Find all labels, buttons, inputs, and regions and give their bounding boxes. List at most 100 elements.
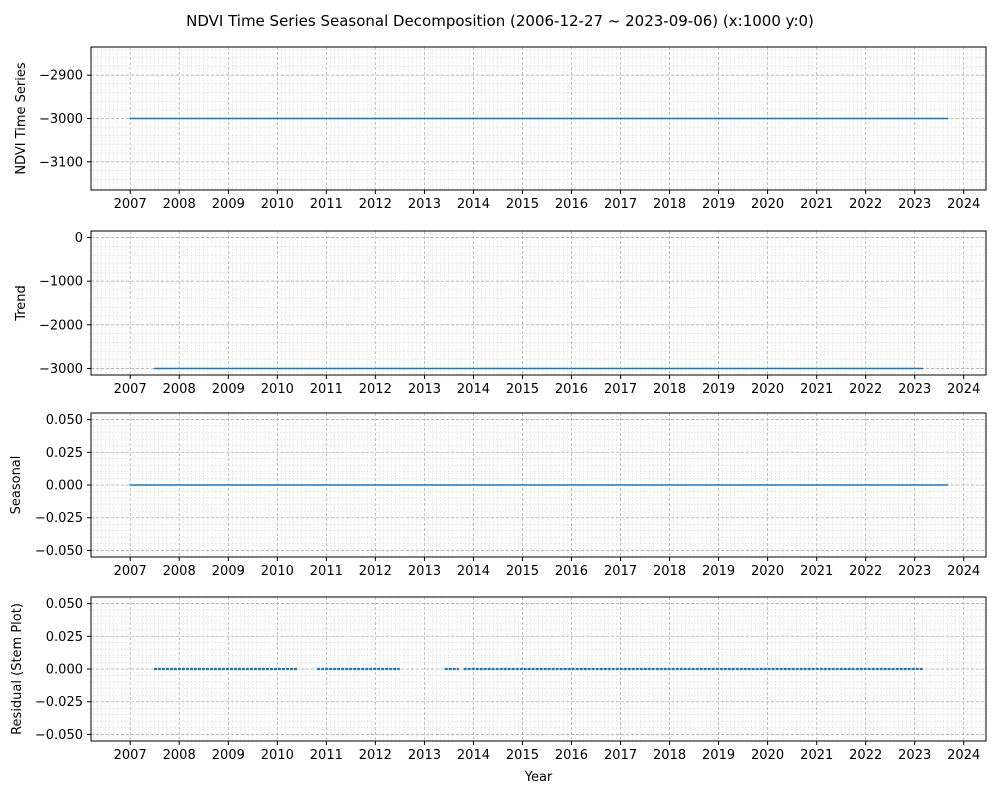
y-tick-label: −2900 (39, 69, 83, 84)
x-tick-label: 2014 (457, 564, 490, 579)
x-tick-label: 2019 (702, 382, 735, 397)
y-tick-label: −0.025 (35, 511, 83, 526)
x-tick-label: 2007 (114, 382, 147, 397)
x-tick-label: 2011 (310, 564, 343, 579)
x-tick-label: 2007 (114, 748, 147, 763)
x-tick-label: 2012 (359, 382, 392, 397)
x-tick-label: 2013 (408, 748, 441, 763)
x-tick-label: 2012 (359, 748, 392, 763)
x-tick-label: 2007 (114, 564, 147, 579)
x-tick-label: 2010 (261, 564, 294, 579)
x-tick-label: 2009 (212, 382, 245, 397)
y-tick-label: −0.025 (35, 695, 83, 710)
x-tick-label: 2017 (604, 197, 637, 212)
x-tick-label: 2013 (408, 197, 441, 212)
x-tick-label: 2007 (114, 197, 147, 212)
y-tick-label: 0.000 (46, 479, 83, 494)
y-tick-label: −3000 (39, 112, 83, 127)
x-tick-label: 2009 (212, 564, 245, 579)
axes-frame (90, 596, 987, 742)
x-tick-label: 2024 (947, 382, 980, 397)
x-tick-label: 2011 (310, 748, 343, 763)
x-tick-label: 2022 (849, 748, 882, 763)
x-tick-label: 2014 (457, 197, 490, 212)
x-tick-label: 2016 (555, 748, 588, 763)
x-tick-label: 2020 (751, 382, 784, 397)
y-tick-label: 0.025 (46, 630, 83, 645)
x-tick-label: 2008 (163, 564, 196, 579)
x-tick-label: 2024 (947, 564, 980, 579)
x-tick-label: 2020 (751, 564, 784, 579)
axes-frame (90, 230, 987, 376)
x-tick-label: 2021 (800, 748, 833, 763)
y-tick-label: 0.000 (46, 663, 83, 678)
x-tick-label: 2021 (800, 197, 833, 212)
y-tick-label: −0.050 (35, 544, 83, 559)
x-tick-label: 2018 (653, 748, 686, 763)
x-tick-label: 2019 (702, 748, 735, 763)
x-tick-label: 2020 (751, 748, 784, 763)
x-tick-label: 2015 (506, 197, 539, 212)
x-tick-label: 2016 (555, 382, 588, 397)
x-tick-label: 2014 (457, 748, 490, 763)
x-tick-label: 2009 (212, 197, 245, 212)
panel-3: 2007 2008 2009 2010 2011 2012 2013 2014 2015 2016… (9, 412, 987, 579)
y-axis-label: Trend (14, 285, 29, 322)
y-tick-label: 0.025 (46, 446, 83, 461)
x-tick-label: 2022 (849, 564, 882, 579)
y-axis-label: NDVI Time Series (14, 62, 29, 175)
x-tick-label: 2008 (163, 382, 196, 397)
x-tick-label: 2009 (212, 748, 245, 763)
x-tick-label: 2024 (947, 197, 980, 212)
y-tick-label: −0.050 (35, 728, 83, 743)
x-tick-label: 2023 (898, 748, 931, 763)
x-tick-label: 2024 (947, 748, 980, 763)
x-tick-label: 2011 (310, 197, 343, 212)
y-tick-label: −1000 (39, 275, 83, 290)
x-tick-label: 2011 (310, 382, 343, 397)
x-tick-label: 2010 (261, 748, 294, 763)
y-tick-label: −2000 (39, 318, 83, 333)
y-tick-label: 0.050 (46, 597, 83, 612)
x-tick-label: 2018 (653, 382, 686, 397)
x-tick-label: 2021 (800, 564, 833, 579)
x-tick-label: 2016 (555, 564, 588, 579)
x-tick-label: 2016 (555, 197, 588, 212)
x-tick-label: 2023 (898, 197, 931, 212)
x-tick-label: 2022 (849, 197, 882, 212)
x-tick-label: 2023 (898, 564, 931, 579)
x-tick-label: 2017 (604, 382, 637, 397)
x-tick-label: 2017 (604, 564, 637, 579)
y-tick-label: −3100 (39, 155, 83, 170)
y-tick-label: 0.050 (46, 413, 83, 428)
x-tick-label: 2012 (359, 564, 392, 579)
x-axis-label: Year (524, 770, 553, 785)
x-tick-label: 2022 (849, 382, 882, 397)
x-tick-label: 2010 (261, 382, 294, 397)
x-tick-label: 2015 (506, 564, 539, 579)
y-axis-label: Seasonal (9, 456, 24, 515)
x-tick-label: 2018 (653, 197, 686, 212)
x-tick-label: 2014 (457, 382, 490, 397)
x-tick-label: 2023 (898, 382, 931, 397)
y-axis-label: Residual (Stem Plot) (10, 603, 25, 735)
panel-4: 2007 2008 2009 2010 2011 2012 2013 2014 2015 2016… (10, 596, 987, 763)
x-tick-label: 2015 (506, 748, 539, 763)
x-tick-label: 2017 (604, 748, 637, 763)
x-tick-label: 2008 (163, 197, 196, 212)
x-tick-label: 2013 (408, 382, 441, 397)
panel-2: 2007 2008 2009 2010 2011 2012 2013 2014 2015 2016… (14, 230, 987, 397)
axes-frame (90, 46, 987, 191)
y-tick-label: 0 (75, 231, 83, 246)
x-tick-label: 2012 (359, 197, 392, 212)
x-tick-label: 2020 (751, 197, 784, 212)
y-tick-label: −3000 (39, 362, 83, 377)
panel-1: 2007 2008 2009 2010 2011 2012 2013 2014 2015 2016… (14, 46, 987, 212)
x-tick-label: 2015 (506, 382, 539, 397)
x-tick-label: 2008 (163, 748, 196, 763)
x-tick-label: 2013 (408, 564, 441, 579)
x-tick-label: 2019 (702, 197, 735, 212)
x-tick-label: 2021 (800, 382, 833, 397)
figure-title: NDVI Time Series Seasonal Decomposition … (186, 12, 814, 30)
x-tick-label: 2019 (702, 564, 735, 579)
